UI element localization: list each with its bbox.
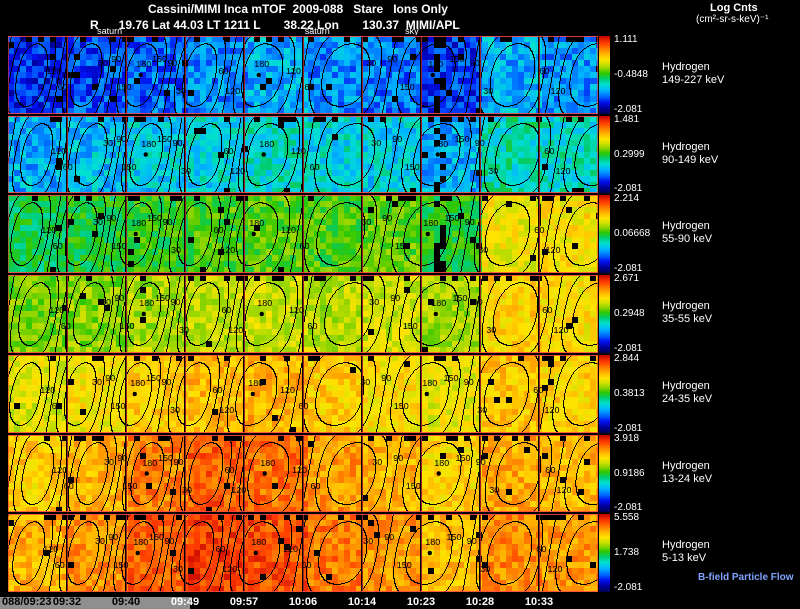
colorbar-tick-mid: 1.738 [614, 547, 640, 558]
energy-label: Hydrogen 35-55 keV [662, 300, 772, 326]
pointing-label-row: saturn saturn sky [0, 26, 600, 36]
colorbar-tick-mid: 0.06668 [614, 228, 651, 239]
colorbar [599, 514, 610, 592]
colorbar-tick-mid: 0.2999 [614, 148, 645, 160]
energy-range: 24-35 keV [662, 393, 713, 405]
energy-species: Hydrogen [662, 61, 710, 73]
time-tick-label: 10:23 [406, 596, 436, 608]
time-tick-label: 09:49 [170, 596, 200, 608]
energy-range: 13-24 keV [662, 472, 713, 485]
pointing-label: saturn [304, 26, 330, 36]
colorbar-tick-min: -2.081 [614, 263, 643, 274]
colorbar-tick-min: -2.081 [614, 423, 643, 434]
energy-label: Hydrogen 55-90 keV [662, 220, 772, 246]
colorbar-tick-max: 3.918 [614, 433, 640, 444]
colorbar-tick-max: 2.671 [614, 273, 640, 284]
time-tick-label: 10:28 [465, 596, 495, 608]
colorbar-tick-mid: 0.2948 [614, 308, 645, 319]
time-tick-label: 09:57 [229, 596, 259, 608]
energy-label: Hydrogen 5-13 keV [662, 539, 772, 565]
colorbar-tick-min: -2.081 [614, 502, 643, 513]
colorbar-tick-min: -2.081 [614, 104, 643, 115]
time-tick-label: 088/09:23 [2, 596, 52, 608]
energy-label: Hydrogen 13-24 keV [662, 460, 772, 486]
pointing-label: sky [405, 26, 419, 36]
energy-species: Hydrogen [662, 140, 710, 153]
pointing-label: saturn [97, 26, 123, 36]
energy-range: 55-90 keV [662, 233, 713, 245]
bottom-gray-strip [0, 597, 190, 609]
energy-label: Hydrogen 90-149 keV [662, 141, 772, 167]
energy-species: Hydrogen [662, 539, 710, 551]
colorbar-tick-max: 1.481 [614, 114, 640, 125]
energy-species: Hydrogen [662, 380, 710, 392]
energy-label: Hydrogen 24-35 keV [662, 380, 772, 406]
ephemeris-line: R 19.76 Lat 44.03 LT 1211 L 38.22 Lon 13… [90, 18, 460, 32]
plot-title: Cassini/MIMI Inca mTOF 2009-088 Stare Io… [148, 2, 448, 16]
energy-species: Hydrogen [662, 300, 710, 312]
colorbar-tick-min: -2.081 [614, 582, 643, 593]
colorbar [599, 36, 610, 114]
colorbar-tick-mid: 0.3813 [614, 388, 645, 399]
energy-range: 35-55 keV [662, 313, 713, 325]
colorbar [599, 195, 610, 273]
colorbar [599, 435, 610, 512]
energy-species: Hydrogen [662, 459, 710, 472]
colorbar-tick-max: 2.214 [614, 193, 640, 204]
colorbar-tick-max: 5.558 [614, 512, 640, 523]
colorbar-tick-max: 2.844 [614, 353, 640, 364]
time-tick-label: 09:32 [52, 596, 82, 608]
time-tick-label: 10:06 [288, 596, 318, 608]
time-tick-label: 10:33 [524, 596, 554, 608]
spectrogram-canvas [8, 35, 598, 593]
bfield-flow-label: B-field Particle Flow [698, 572, 794, 583]
energy-species: Hydrogen [662, 220, 710, 232]
colorbar [599, 116, 610, 193]
colorbar [599, 275, 610, 353]
colorbar-units-title: Log Cnts [710, 2, 758, 14]
colorbar-tick-min: -2.081 [614, 183, 643, 194]
colorbar-tick-mid: 0.9186 [614, 467, 645, 479]
colorbar-tick-max: 1.111 [614, 34, 638, 45]
energy-range: 149-227 keV [662, 74, 725, 86]
energy-label: Hydrogen 149-227 keV [662, 61, 772, 87]
colorbar-units-subtitle: (cm²-sr-s-keV)⁻¹ [696, 14, 769, 25]
energy-range: 5-13 keV [662, 552, 707, 564]
colorbar-tick-mid: -0.4848 [614, 69, 648, 80]
energy-range: 90-149 keV [662, 153, 719, 166]
time-axis: 088/09:23 09:32 09:40 09:49 09:57 10:06 10:14 1… [0, 596, 600, 609]
colorbar-tick-min: -2.081 [614, 343, 643, 354]
time-tick-label: 10:14 [347, 596, 377, 608]
colorbar [599, 355, 610, 433]
time-tick-label: 09:40 [111, 596, 141, 608]
